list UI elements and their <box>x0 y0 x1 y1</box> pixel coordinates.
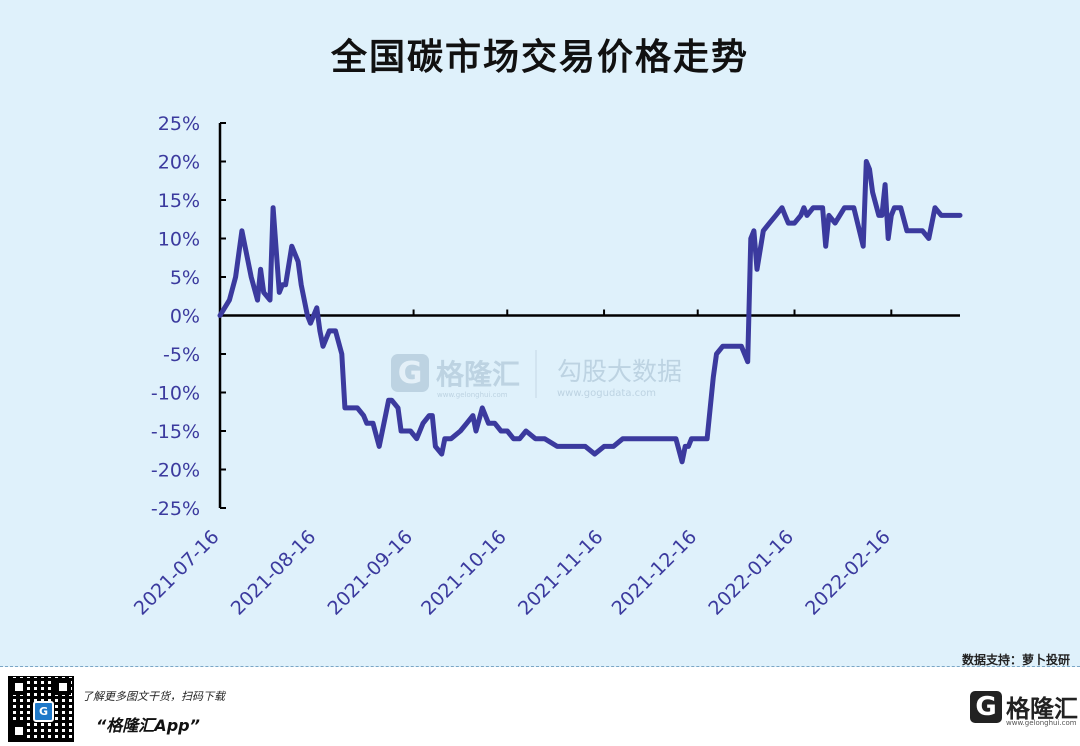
y-tick-label: 5% <box>170 267 200 289</box>
x-tick-label: 2021-08-16 <box>227 526 321 620</box>
footer-promo-text: 了解更多图文干货，扫码下载 <box>82 690 225 703</box>
qr-finder-top-left <box>11 679 27 695</box>
chart: G 格隆汇 www.gelonghui.com 勾股大数据 www.gogudata.c… <box>130 113 963 620</box>
y-tick-label: -10% <box>151 383 200 405</box>
qr-logo-icon: G <box>33 701 54 722</box>
footer-brand-url: www.gelonghui.com <box>1006 719 1077 727</box>
watermark-logo-letter: G <box>398 356 423 391</box>
qr-code-icon[interactable]: G <box>8 676 74 742</box>
x-tick-label: 2022-01-16 <box>704 526 798 620</box>
watermark-logo-icon <box>391 354 429 392</box>
watermark-brand-1-url: www.gelonghui.com <box>437 391 508 399</box>
watermark-brand-2: 勾股大数据 <box>557 357 682 386</box>
x-tick-label: 2022-02-16 <box>801 526 895 620</box>
y-tick-label: -5% <box>163 344 200 366</box>
x-tick-label: 2021-07-16 <box>130 526 224 620</box>
watermark-brand-2-url: www.gogudata.com <box>557 388 656 399</box>
y-tick-label: 20% <box>158 152 200 174</box>
chart-title: 全国碳市场交易价格走势 <box>330 37 749 78</box>
watermark-brand-1: 格隆汇 <box>436 358 520 391</box>
x-tick-label: 2021-12-16 <box>608 526 702 620</box>
footer-app-name: “格隆汇App” <box>96 716 200 735</box>
gelonghui-logo-icon: G <box>970 691 1002 723</box>
y-tick-label: 15% <box>158 190 200 212</box>
x-tick-label: 2021-11-16 <box>514 526 608 620</box>
source-note: 数据支持：萝卜投研 <box>961 653 1070 667</box>
footer-divider <box>0 666 1080 667</box>
qr-finder-top-right <box>55 679 71 695</box>
y-tick-label: -25% <box>151 498 200 520</box>
y-tick-label: -15% <box>151 421 200 443</box>
footer-brand-name: 格隆汇 <box>1006 695 1078 723</box>
y-tick-label: 0% <box>170 306 200 328</box>
x-tick-label: 2021-09-16 <box>323 526 417 620</box>
y-tick-label: -20% <box>151 460 200 482</box>
y-tick-label: 10% <box>158 229 200 251</box>
y-tick-label: 25% <box>158 113 200 135</box>
x-tick-label: 2021-10-16 <box>417 526 511 620</box>
footer-banner: G 了解更多图文干货，扫码下载 “格隆汇App” G 格隆汇 www.gelon… <box>0 667 1080 746</box>
price-series-line <box>217 159 963 465</box>
qr-finder-bottom-left <box>11 723 27 739</box>
